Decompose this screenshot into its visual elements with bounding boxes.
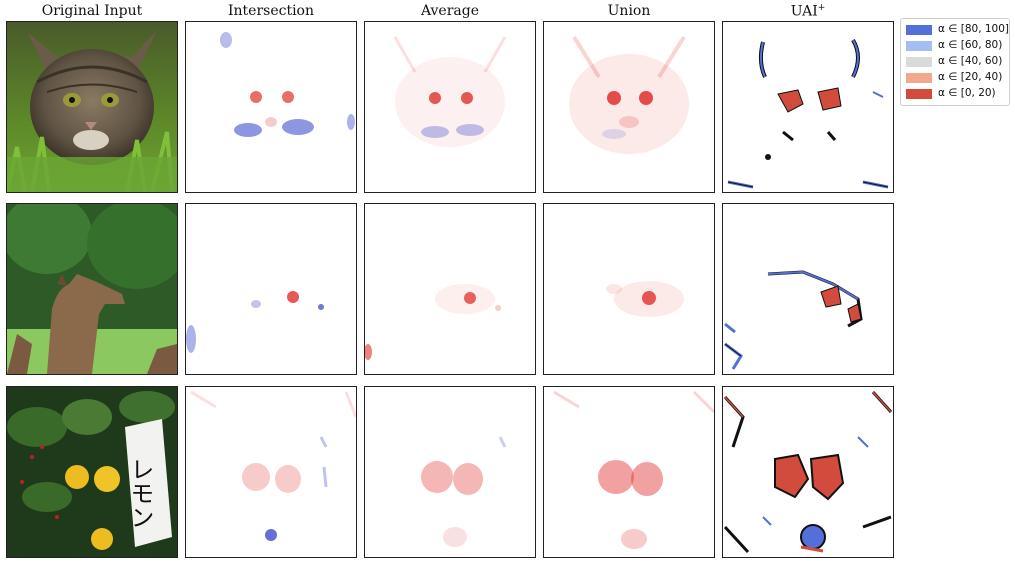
original-input-cat (6, 21, 178, 193)
union-llama (543, 203, 715, 375)
column-title-intersection: Intersection (227, 3, 314, 19)
column-title-original: Original Input (41, 3, 143, 19)
llama-photo (7, 204, 177, 374)
legend-swatch (906, 89, 932, 99)
legend-item: α ∈ [20, 40) (906, 71, 1006, 85)
average-llama (364, 203, 536, 375)
legend: α ∈ [80, 100] α ∈ [60, 80) α ∈ [40, 60) … (900, 18, 1010, 106)
legend-swatch (906, 57, 932, 67)
uai-llama (722, 203, 894, 375)
union-cat (543, 21, 715, 193)
average-lemon (364, 386, 536, 558)
cat-photo (7, 22, 177, 192)
legend-item: α ∈ [0, 20) (906, 87, 1006, 101)
legend-item: α ∈ [60, 80) (906, 39, 1006, 53)
uai-lemon (722, 386, 894, 558)
union-lemon (543, 386, 715, 558)
lemon-sign-text: レモン (126, 457, 154, 529)
column-title-average: Average (420, 3, 480, 19)
legend-swatch (906, 73, 932, 83)
legend-swatch (906, 41, 932, 51)
average-cat (364, 21, 536, 193)
legend-swatch (906, 25, 932, 35)
intersection-lemon (185, 386, 357, 558)
intersection-llama (185, 203, 357, 375)
original-input-llama (6, 203, 178, 375)
intersection-cat (185, 21, 357, 193)
lemon-photo: レモン (7, 387, 177, 557)
column-title-union: Union (607, 3, 651, 19)
legend-item: α ∈ [40, 60) (906, 55, 1006, 69)
original-input-lemon: レモン (6, 386, 178, 558)
legend-item: α ∈ [80, 100] (906, 23, 1009, 37)
uai-cat (722, 21, 894, 193)
column-title-uai: UAI+ (790, 3, 826, 20)
